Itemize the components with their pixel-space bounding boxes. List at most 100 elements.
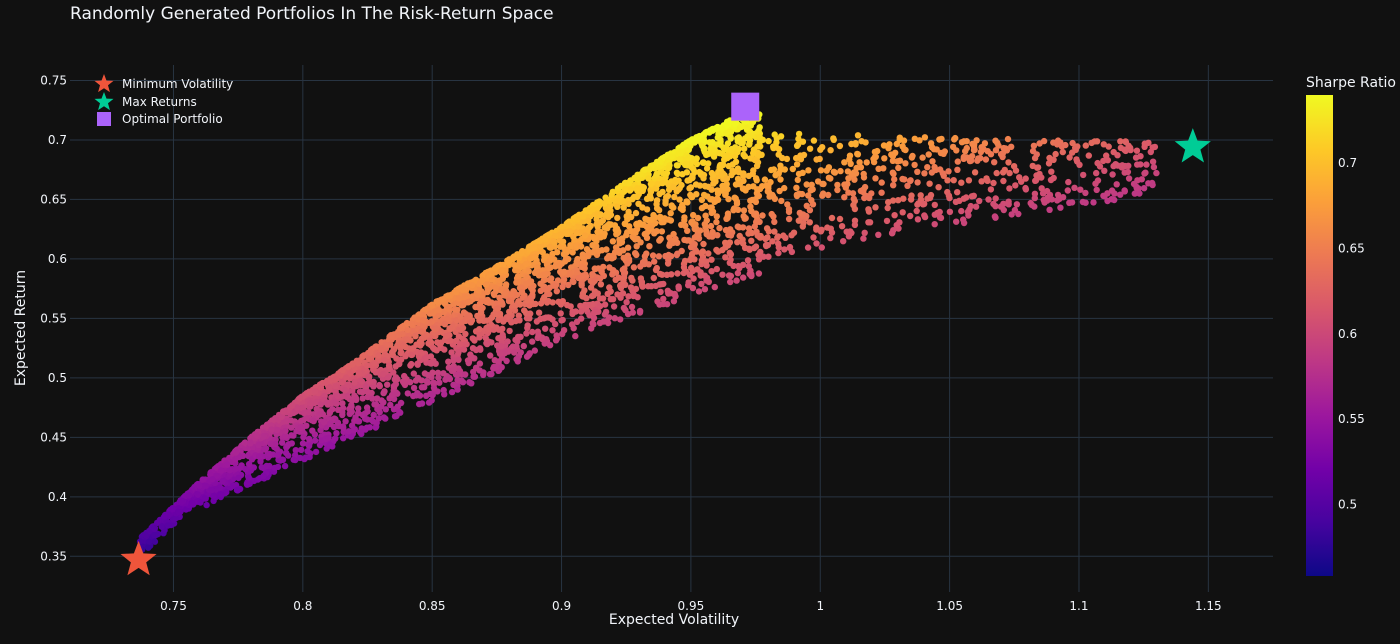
portfolio-point [745,183,752,190]
portfolio-point [769,192,777,200]
portfolio-point [713,218,720,226]
portfolio-point [921,213,929,221]
portfolio-point [569,249,576,256]
portfolio-point [339,367,346,374]
portfolio-point [302,414,310,422]
portfolio-point [935,184,942,191]
portfolio-point [385,362,393,369]
portfolio-point [637,171,644,178]
portfolio-point [885,199,892,206]
portfolio-point [557,310,564,317]
portfolio-point [726,259,733,266]
portfolio-point [1100,157,1107,165]
portfolio-point [581,232,589,239]
portfolio-point [565,222,572,229]
minimum-volatility-marker[interactable] [120,540,157,576]
portfolio-point [958,179,965,186]
portfolio-point [531,269,539,276]
portfolio-point [460,346,468,353]
portfolio-point [641,253,649,260]
legend-item-max-returns[interactable]: Max Returns [94,92,197,111]
portfolio-point [945,168,952,175]
portfolio-point [498,343,505,350]
portfolio-point [1153,169,1160,177]
portfolio-point [145,544,152,551]
portfolio-point [592,265,599,273]
portfolio-point [412,332,419,339]
portfolio-point [674,170,681,178]
portfolio-point [860,235,867,242]
legend-item-optimal-portfolio[interactable]: Optimal Portfolio [97,112,223,126]
portfolio-point [364,408,371,415]
portfolio-point [552,320,559,328]
legend-item-minimum-volatility[interactable]: Minimum Volatility [94,74,234,93]
portfolio-point [793,184,800,191]
portfolio-point [603,210,611,217]
portfolio-point [984,148,991,155]
portfolio-point [317,401,324,408]
portfolio-point [363,383,370,390]
portfolio-point [785,215,793,223]
portfolio-point [633,251,640,259]
portfolio-point [703,151,710,159]
portfolio-point [451,306,459,313]
portfolio-point [656,301,663,308]
portfolio-point [158,523,165,530]
portfolio-point [527,310,534,317]
portfolio-point [448,349,455,356]
portfolio-point [408,360,415,368]
portfolio-point [142,531,149,539]
portfolio-point [648,283,655,290]
portfolio-point [522,260,530,268]
max-returns-marker[interactable] [1174,128,1211,163]
portfolio-point [757,248,764,256]
portfolio-point [526,246,533,253]
portfolio-point [435,306,443,314]
portfolio-point [727,251,735,258]
portfolio-point [736,232,743,240]
portfolio-point [954,189,961,196]
portfolio-point [600,263,607,271]
portfolio-point [553,332,560,339]
optimal-portfolio-marker[interactable] [731,92,760,121]
portfolio-point [274,463,282,471]
portfolio-point [1050,174,1057,182]
portfolio-point [1016,174,1023,181]
portfolio-point [464,292,471,300]
portfolio-point [931,201,938,209]
portfolio-point [734,223,741,230]
portfolio-point [433,325,440,332]
portfolio-point [573,269,581,276]
portfolio-point [765,137,772,145]
portfolio-point [298,446,305,454]
portfolio-point [782,234,789,241]
portfolio-point [400,342,407,349]
portfolio-point [836,215,844,223]
portfolio-point [740,185,747,192]
portfolio-point [410,370,417,377]
portfolio-point [409,345,416,352]
portfolio-point [838,223,846,230]
portfolio-point [624,260,631,267]
portfolio-point [653,170,661,177]
square-icon [97,112,111,126]
portfolio-point [749,196,756,204]
portfolio-point [662,197,669,204]
portfolio-point [793,154,800,162]
portfolio-point [559,283,566,291]
portfolio-point [749,170,756,177]
portfolio-point [445,305,452,312]
legend[interactable]: Minimum Volatility Max Returns Optimal Por… [94,74,234,126]
portfolio-point [907,212,914,220]
portfolio-point [734,239,741,246]
portfolio-point [585,217,592,225]
portfolio-point [347,433,355,440]
portfolio-point [1031,194,1039,202]
portfolio-point [247,440,254,447]
portfolio-point [688,174,695,182]
portfolio-point [945,192,953,199]
portfolio-point [387,341,394,348]
portfolio-point [453,288,460,296]
portfolio-point [693,191,700,198]
portfolio-point [726,272,734,279]
